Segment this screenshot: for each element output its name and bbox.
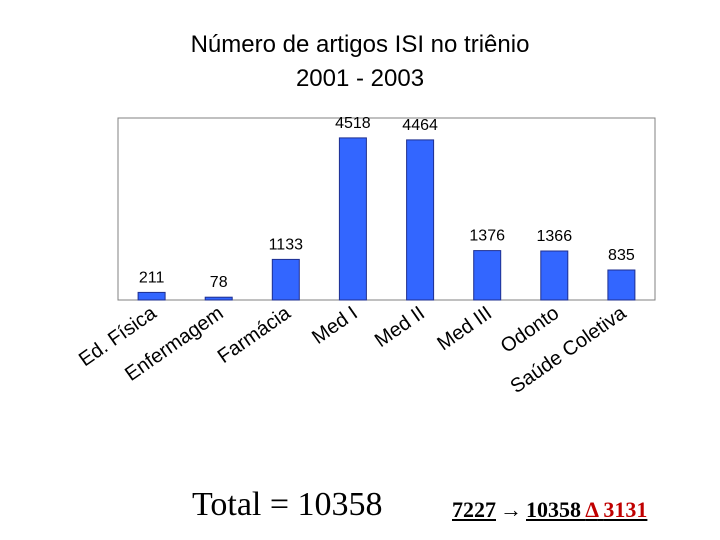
bar-4 [406, 139, 435, 301]
plot-area [117, 117, 656, 301]
growth-to: 10358 [526, 497, 581, 522]
value-label-0: 211 [139, 269, 165, 286]
value-label-5: 1376 [469, 228, 505, 245]
growth-summary: 7227 → 10358 Δ 3131 [452, 497, 647, 523]
category-label-5: Med III [433, 302, 496, 355]
total-label: Total = 10358 [192, 486, 383, 523]
bar-6 [540, 250, 569, 301]
value-label-1: 78 [210, 274, 228, 291]
bar-1 [204, 296, 233, 301]
category-label-7: Saúde Coletiva [507, 302, 631, 398]
value-label-3: 4518 [335, 115, 371, 132]
category-label-4: Med II [371, 302, 429, 352]
delta-value: 3131 [603, 497, 648, 522]
chart-title: Número de artigos ISI no triênio 2001 - … [80, 28, 640, 96]
bar-3 [338, 137, 367, 301]
bar-7 [607, 269, 636, 301]
delta-label: Δ 3131 [585, 497, 647, 522]
chart-title-line-1: Número de artigos ISI no triênio [190, 31, 530, 58]
bar-5 [473, 250, 502, 301]
category-label-2: Farmácia [214, 302, 296, 368]
bar-2 [271, 258, 300, 301]
value-label-7: 835 [608, 247, 635, 264]
value-label-4: 4464 [402, 117, 438, 134]
bar-0 [137, 291, 166, 301]
value-label-6: 1366 [537, 228, 573, 245]
chart-title-line-2: 2001 - 2003 [295, 65, 425, 92]
value-label-2: 1133 [269, 236, 304, 253]
right-arrow-icon: → [500, 497, 522, 522]
growth-from: 7227 [452, 497, 496, 522]
category-label-3: Med I [308, 302, 362, 349]
delta-icon: Δ [585, 497, 598, 522]
